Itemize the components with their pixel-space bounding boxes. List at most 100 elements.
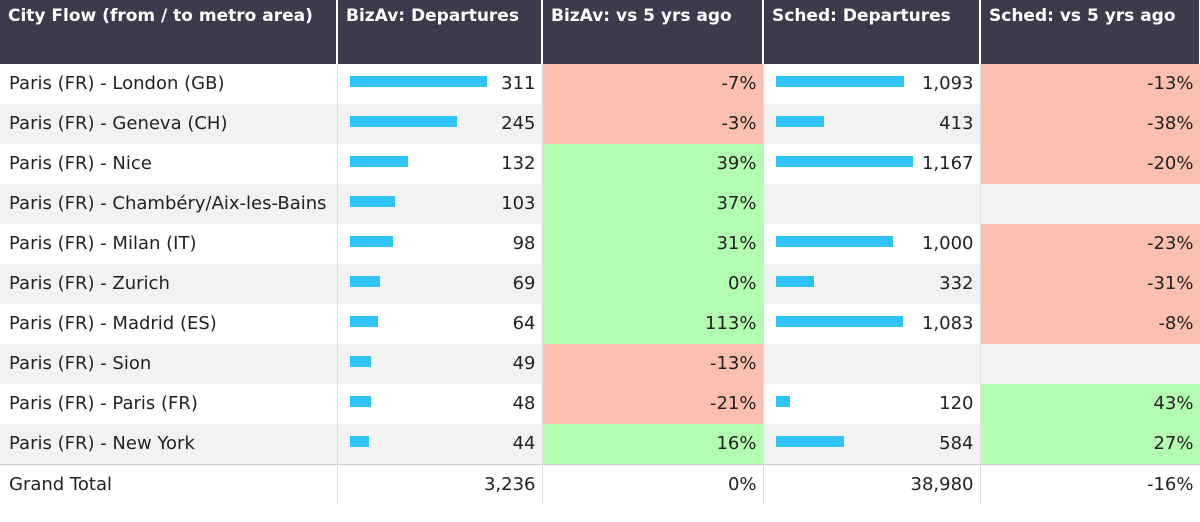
data-bar — [775, 116, 824, 127]
change-cell: -13% — [980, 64, 1200, 104]
data-bar — [349, 316, 378, 327]
cell-value: 49 — [512, 353, 536, 374]
column-header: Sched: Departures — [763, 0, 981, 64]
city-cell: Paris (FR) - Madrid (ES) — [0, 304, 338, 344]
change-cell: 0% — [542, 264, 764, 304]
departures-cell: 69 — [337, 264, 543, 304]
change-cell: -8% — [980, 304, 1200, 344]
total-cell: 38,980 — [763, 464, 981, 505]
data-bar — [349, 276, 380, 287]
table: City Flow (from / to metro area) BizAv: D… — [0, 0, 1200, 505]
city-cell: Paris (FR) - London (GB) — [0, 64, 338, 104]
cell-value: 113% — [705, 313, 757, 334]
total-cell: Grand Total — [0, 464, 338, 505]
departures-cell: 98 — [337, 224, 543, 264]
data-bar — [775, 316, 903, 327]
change-cell: 39% — [542, 144, 764, 184]
total-row: Grand Total 3,236 0% 38,980 -16% — [0, 464, 1200, 505]
change-cell: 31% — [542, 224, 764, 264]
change-cell: 27% — [980, 424, 1200, 465]
change-cell: 37% — [542, 184, 764, 224]
departures-cell: 1,093 — [763, 64, 981, 104]
cell-value: -20% — [1146, 153, 1194, 174]
column-header: Sched: vs 5 yrs ago — [980, 0, 1200, 64]
data-bar — [349, 196, 395, 207]
departures-cell: 44 — [337, 424, 543, 465]
departures-cell: 1,083 — [763, 304, 981, 344]
cell-value: -21% — [709, 393, 757, 414]
change-cell: 43% — [980, 384, 1200, 424]
departures-cell: 584 — [763, 424, 981, 465]
cell-value: 245 — [501, 113, 536, 134]
table-row: Paris (FR) - Geneva (CH) 245 -3% 413 -38% — [0, 104, 1200, 144]
cell-value: 0% — [727, 273, 757, 294]
departures-cell: 120 — [763, 384, 981, 424]
data-bar — [349, 156, 408, 167]
change-cell: 16% — [542, 424, 764, 465]
city-cell: Paris (FR) - Zurich — [0, 264, 338, 304]
change-cell: -38% — [980, 104, 1200, 144]
cell-value: 1,093 — [921, 73, 974, 94]
city-cell: Paris (FR) - Nice — [0, 144, 338, 184]
table-row: Paris (FR) - Chambéry/Aix-les-Bains 103 37… — [0, 184, 1200, 224]
data-bar — [349, 116, 458, 127]
departures-cell: 1,000 — [763, 224, 981, 264]
departures-cell: 103 — [337, 184, 543, 224]
city-cell: Paris (FR) - Sion — [0, 344, 338, 384]
cell-value: 1,000 — [921, 233, 974, 254]
column-header: City Flow (from / to metro area) — [0, 0, 338, 64]
empty-cell — [763, 184, 981, 224]
data-bar — [775, 276, 815, 287]
city-cell: Paris (FR) - Geneva (CH) — [0, 104, 338, 144]
cell-value: 103 — [501, 193, 536, 214]
cell-value: -7% — [721, 73, 757, 94]
data-bar — [349, 236, 393, 247]
cell-value: 48 — [512, 393, 536, 414]
table-row: Paris (FR) - Madrid (ES) 64 113% 1,083 -8% — [0, 304, 1200, 344]
departures-cell: 1,167 — [763, 144, 981, 184]
table-row: Paris (FR) - Paris (FR) 48 -21% 120 43% — [0, 384, 1200, 424]
data-bar — [775, 236, 893, 247]
cell-value: -8% — [1158, 313, 1194, 334]
city-cell: Paris (FR) - Paris (FR) — [0, 384, 338, 424]
table-row: Paris (FR) - Nice 132 39% 1,167 -20% — [0, 144, 1200, 184]
change-cell: -20% — [980, 144, 1200, 184]
departures-cell: 311 — [337, 64, 543, 104]
cell-value: 132 — [501, 153, 536, 174]
cell-value: 27% — [1153, 433, 1194, 454]
cell-value: 1,167 — [921, 153, 974, 174]
cell-value: -31% — [1146, 273, 1194, 294]
change-cell: -7% — [542, 64, 764, 104]
header-row: City Flow (from / to metro area) BizAv: D… — [0, 0, 1200, 64]
cell-value: -13% — [709, 353, 757, 374]
city-cell: Paris (FR) - Milan (IT) — [0, 224, 338, 264]
change-cell: -3% — [542, 104, 764, 144]
table-row: Paris (FR) - Zurich 69 0% 332 -31% — [0, 264, 1200, 304]
city-cell: Paris (FR) - Chambéry/Aix-les-Bains — [0, 184, 338, 224]
cell-value: -3% — [721, 113, 757, 134]
table-row: Paris (FR) - New York 44 16% 584 27% — [0, 424, 1200, 465]
table-row: Paris (FR) - Milan (IT) 98 31% 1,000 -23% — [0, 224, 1200, 264]
cell-value: 64 — [512, 313, 536, 334]
data-bar — [349, 436, 369, 447]
table-row: Paris (FR) - Sion 49 -13% — [0, 344, 1200, 384]
total-cell: 0% — [542, 464, 764, 505]
cell-value: -23% — [1146, 233, 1194, 254]
data-bar — [349, 356, 372, 367]
empty-cell — [980, 184, 1200, 224]
city-cell: Paris (FR) - New York — [0, 424, 338, 465]
cell-value: 69 — [512, 273, 536, 294]
change-cell: -31% — [980, 264, 1200, 304]
cell-value: 31% — [716, 233, 757, 254]
cell-value: 1,083 — [921, 313, 974, 334]
cell-value: 37% — [716, 193, 757, 214]
cell-value: 16% — [716, 433, 757, 454]
cell-value: 584 — [939, 433, 974, 454]
cell-value: -13% — [1146, 73, 1194, 94]
column-header: BizAv: vs 5 yrs ago — [542, 0, 764, 64]
departures-cell: 48 — [337, 384, 543, 424]
departures-cell: 245 — [337, 104, 543, 144]
departures-cell: 332 — [763, 264, 981, 304]
departures-cell: 132 — [337, 144, 543, 184]
